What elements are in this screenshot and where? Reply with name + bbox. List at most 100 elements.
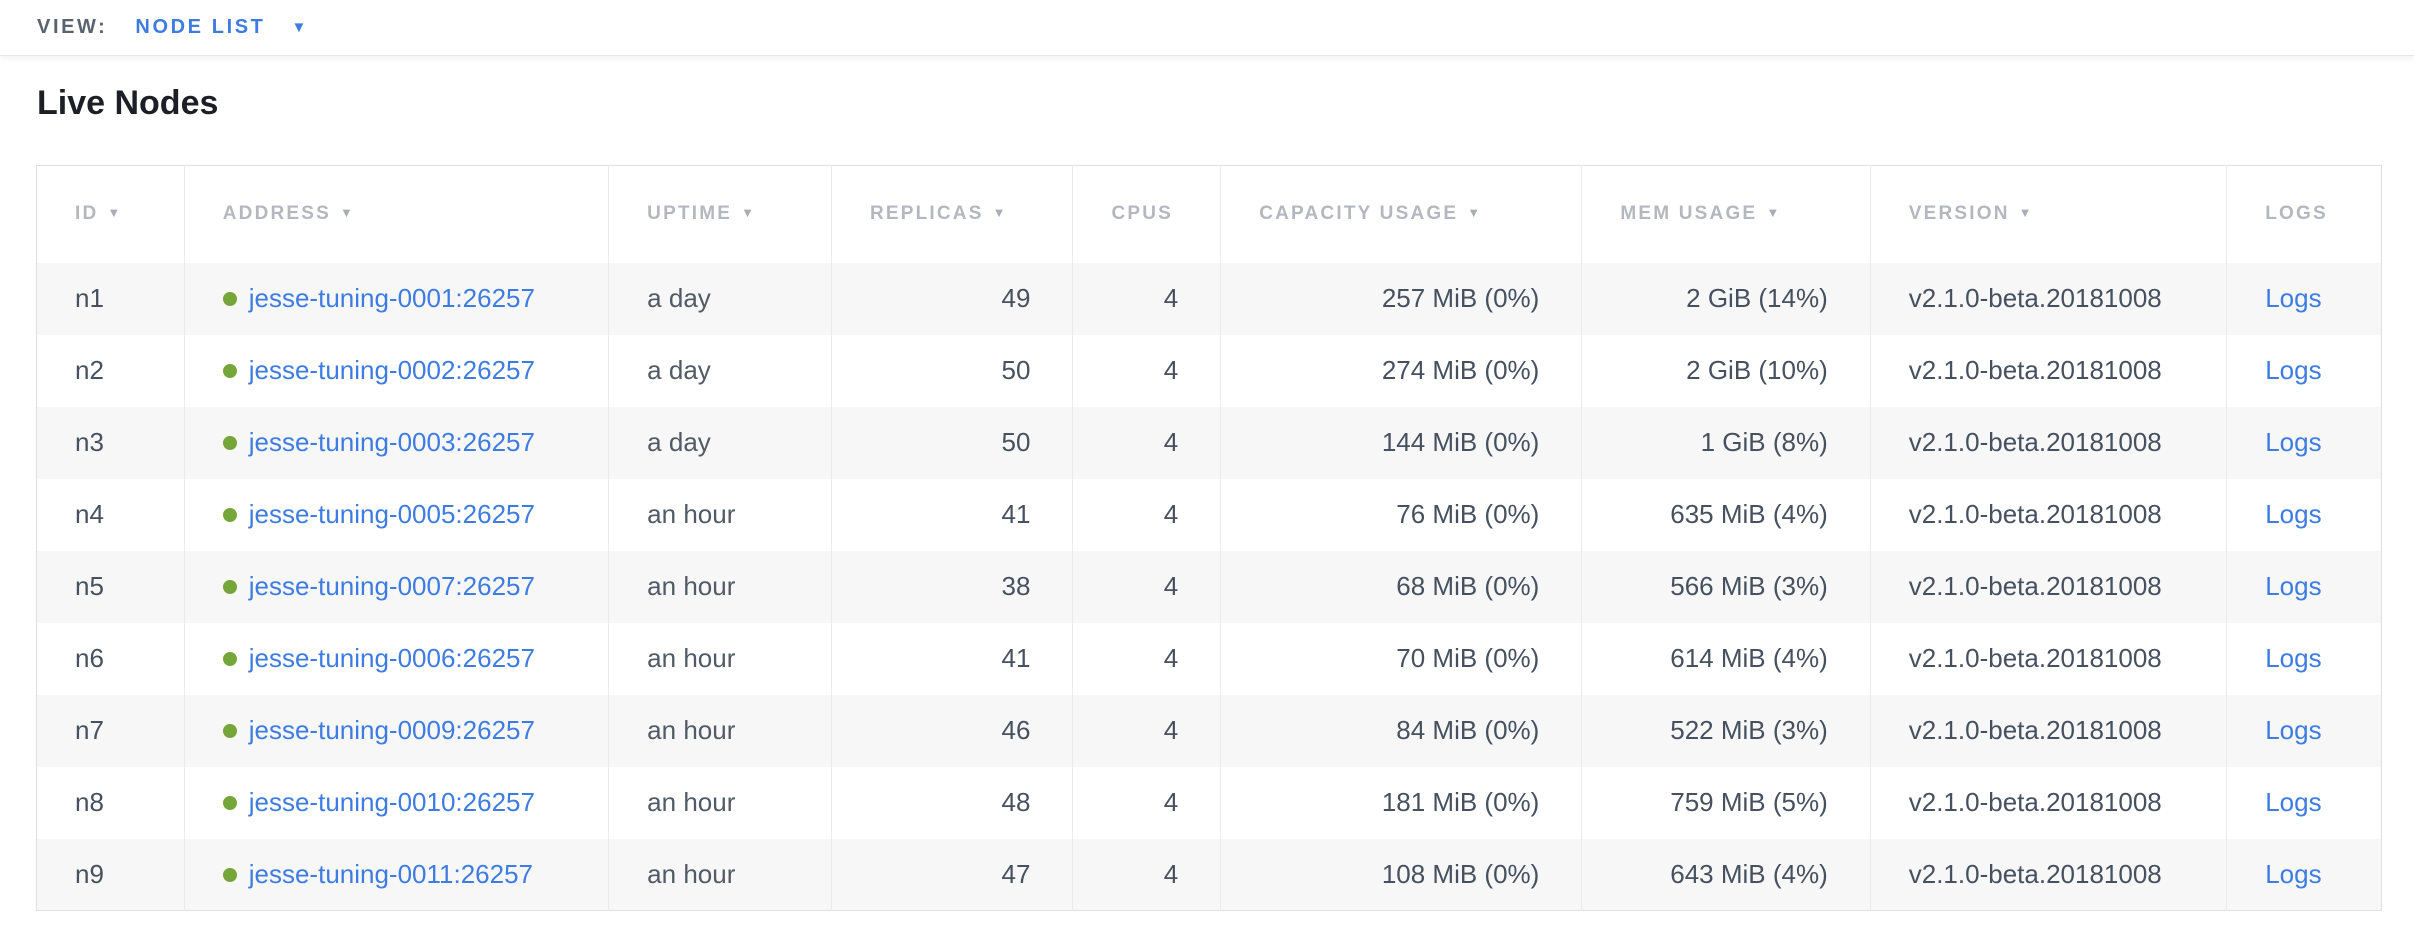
node-address-link[interactable]: jesse-tuning-0002:26257 [248, 355, 535, 385]
cell-node-id: n4 [75, 499, 104, 529]
cell-node-id: n7 [36, 694, 185, 767]
cell-logs: Logs [2226, 406, 2382, 479]
column-header-capacity[interactable]: CAPACITY USAGE ▼ [1220, 165, 1582, 263]
node-address-link[interactable]: jesse-tuning-0005:26257 [248, 499, 535, 529]
cell-node-id: n8 [75, 787, 104, 817]
logs-link[interactable]: Logs [2265, 787, 2322, 817]
cell-capacity-usage: 68 MiB (0%) [1220, 550, 1582, 623]
cell-replicas: 38 [830, 550, 1073, 623]
sort-arrow-icon: ▼ [1766, 205, 1782, 221]
column-header-version[interactable]: VERSION ▼ [1869, 165, 2227, 263]
cell-capacity-usage: 108 MiB (0%) [1220, 838, 1582, 911]
table-row: n9 jesse-tuning-0011:26257 an hour 47 4 … [36, 838, 2382, 911]
cell-cpus: 4 [1072, 694, 1221, 767]
sort-arrow-icon: ▼ [992, 205, 1008, 221]
cell-address: jesse-tuning-0002:26257 [183, 334, 609, 407]
table-header-row: ID ▼ ADDRESS ▼ UPTIME ▼ REPLICAS ▼ CPUS CAPACITY … [37, 165, 2382, 263]
cell-node-id: n6 [75, 643, 104, 673]
column-header-label: ID [75, 203, 99, 225]
node-address-link[interactable]: jesse-tuning-0007:26257 [248, 571, 535, 601]
column-header-uptime[interactable]: UPTIME ▼ [608, 165, 832, 263]
cell-address: jesse-tuning-0009:26257 [183, 694, 609, 767]
column-header-label: REPLICAS [869, 203, 984, 225]
column-header-label: CAPACITY USAGE [1259, 203, 1459, 225]
cell-capacity-usage: 70 MiB (0%) [1220, 622, 1582, 695]
node-address-link[interactable]: jesse-tuning-0006:26257 [248, 643, 535, 673]
cell-address: jesse-tuning-0006:26257 [183, 622, 609, 695]
logs-link[interactable]: Logs [2265, 427, 2322, 457]
cell-cpus: 4 [1072, 406, 1221, 479]
cell-logs: Logs [2226, 262, 2382, 335]
sort-arrow-icon: ▼ [741, 205, 757, 221]
column-header-cpus: CPUS [1072, 165, 1221, 263]
cell-mem-usage: 614 MiB (4%) [1581, 622, 1871, 695]
node-address-link[interactable]: jesse-tuning-0003:26257 [248, 427, 535, 457]
live-status-dot-icon [222, 580, 237, 594]
node-address-link[interactable]: jesse-tuning-0001:26257 [248, 283, 535, 313]
cell-mem-usage: 759 MiB (5%) [1581, 766, 1871, 839]
chevron-down-icon: ▼ [291, 19, 307, 36]
cell-cpus: 4 [1072, 478, 1221, 551]
cell-uptime: an hour [608, 622, 832, 695]
logs-link[interactable]: Logs [2265, 858, 2322, 889]
live-status-dot-icon [222, 724, 237, 738]
view-dropdown[interactable]: NODE LIST ▼ [135, 16, 306, 39]
cell-cpus: 4 [1072, 262, 1221, 335]
sort-arrow-icon: ▼ [1467, 205, 1483, 221]
cell-replicas: 48 [830, 766, 1073, 839]
cell-mem-usage: 635 MiB (4%) [1581, 478, 1871, 551]
cell-mem-usage: 2 GiB (10%) [1581, 334, 1871, 407]
cell-mem-usage: 643 MiB (4%) [1581, 838, 1871, 911]
cell-logs: Logs [2226, 550, 2382, 623]
node-address-link[interactable]: jesse-tuning-0010:26257 [248, 787, 535, 817]
table-row: n1 jesse-tuning-0001:26257 a day 49 4 25… [36, 262, 2382, 335]
node-address-link[interactable]: jesse-tuning-0009:26257 [248, 715, 535, 745]
cell-node-id: n5 [36, 550, 185, 623]
cell-replicas: 50 [830, 334, 1073, 407]
table-row: n4 jesse-tuning-0005:26257 an hour 41 4 … [37, 478, 2382, 551]
cell-version: v2.1.0-beta.20181008 [1869, 478, 2227, 551]
cell-mem-usage: 522 MiB (3%) [1581, 694, 1871, 767]
view-label: VIEW: [37, 16, 108, 38]
cell-logs: Logs [2226, 838, 2382, 911]
column-header-label: MEM USAGE [1620, 203, 1758, 225]
cell-capacity-usage: 181 MiB (0%) [1220, 766, 1582, 839]
cell-uptime: an hour [608, 550, 832, 623]
cell-capacity-usage: 76 MiB (0%) [1220, 478, 1582, 551]
cell-address: jesse-tuning-0001:26257 [183, 262, 609, 335]
column-header-logs: LOGS [2226, 165, 2382, 263]
logs-link[interactable]: Logs [2265, 499, 2322, 529]
page-title: Live Nodes [37, 84, 219, 122]
cell-replicas: 50 [830, 406, 1073, 479]
table-row: n7 jesse-tuning-0009:26257 an hour 46 4 … [36, 694, 2382, 767]
logs-link[interactable]: Logs [2265, 571, 2322, 601]
cell-uptime: a day [608, 262, 832, 335]
column-header-replicas[interactable]: REPLICAS ▼ [830, 165, 1073, 263]
node-address-link[interactable]: jesse-tuning-0011:26257 [248, 858, 534, 889]
live-status-dot-icon [222, 436, 237, 450]
column-header-label: UPTIME [647, 203, 733, 225]
cell-node-id: n3 [36, 406, 185, 479]
logs-link[interactable]: Logs [2265, 283, 2322, 313]
cell-replicas: 49 [830, 262, 1073, 335]
logs-link[interactable]: Logs [2265, 643, 2322, 673]
column-header-id[interactable]: ID ▼ [37, 166, 185, 263]
logs-link[interactable]: Logs [2265, 355, 2322, 385]
cell-uptime: an hour [608, 478, 832, 551]
column-header-mem[interactable]: MEM USAGE ▼ [1581, 165, 1871, 263]
cell-capacity-usage: 144 MiB (0%) [1220, 406, 1582, 479]
cell-capacity-usage: 84 MiB (0%) [1220, 694, 1582, 767]
view-selector-bar: VIEW: NODE LIST ▼ [0, 0, 2414, 56]
cell-mem-usage: 2 GiB (14%) [1581, 262, 1871, 335]
cell-uptime: a day [608, 334, 832, 407]
column-header-label: VERSION [1908, 203, 2010, 225]
view-dropdown-value: NODE LIST [135, 16, 266, 38]
logs-link[interactable]: Logs [2265, 715, 2322, 745]
live-nodes-table: ID ▼ ADDRESS ▼ UPTIME ▼ REPLICAS ▼ CPUS CAPACITY … [36, 165, 2382, 911]
cell-cpus: 4 [1072, 334, 1221, 407]
cell-version: v2.1.0-beta.20181008 [1869, 262, 2227, 335]
live-status-dot-icon [222, 292, 237, 306]
table-row: n5 jesse-tuning-0007:26257 an hour 38 4 … [36, 550, 2382, 623]
column-header-address[interactable]: ADDRESS ▼ [183, 165, 609, 263]
cell-logs: Logs [2226, 694, 2382, 767]
